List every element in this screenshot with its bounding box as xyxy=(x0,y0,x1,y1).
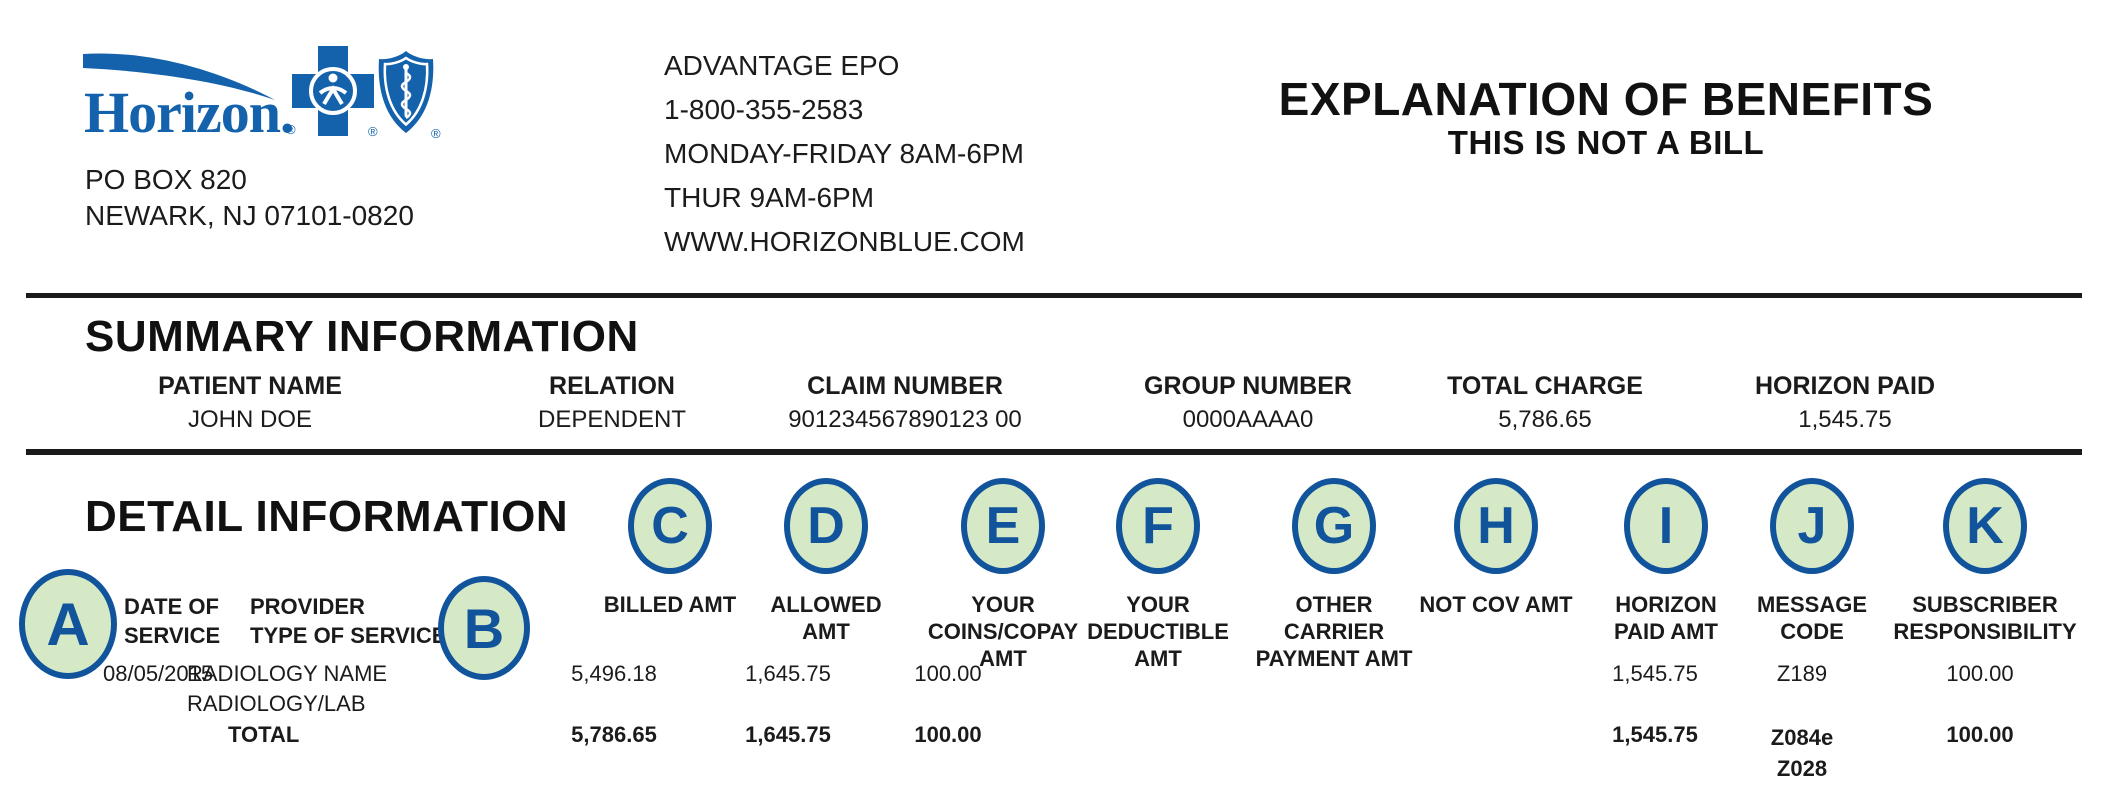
column-marker-c: C xyxy=(628,478,712,574)
cell-coins-copay-amt: 100.00 xyxy=(914,661,982,686)
column-marker-h: H xyxy=(1454,478,1538,574)
document-title: EXPLANATION OF BENEFITS xyxy=(1278,73,1934,125)
hours-thursday: THUR 9AM-6PM xyxy=(664,182,875,213)
column-marker-j: J xyxy=(1770,478,1854,574)
column-header: YOUR COINS/COPAY AMT xyxy=(927,592,1079,671)
summary-field-patient-name: PATIENT NAME JOHN DOE xyxy=(80,374,420,432)
marker-letter: C xyxy=(651,497,689,555)
marker-letter: A xyxy=(46,590,90,658)
marker-letter: B xyxy=(463,596,505,660)
summary-field-group-number: GROUP NUMBER 0000AAAA0 xyxy=(1088,374,1408,432)
cell-type-of-service: RADIOLOGY/LAB xyxy=(187,691,366,716)
divider xyxy=(26,449,2082,455)
column-header: BILLED AMT xyxy=(603,592,737,617)
column-marker-a: A xyxy=(19,569,117,679)
column-marker-f: F xyxy=(1116,478,1200,574)
divider xyxy=(26,293,2082,298)
column-message-code: J MESSAGE CODE xyxy=(1730,478,1894,645)
summary-heading: SUMMARY INFORMATION xyxy=(85,312,639,361)
column-header: HORIZON PAID AMT xyxy=(1614,592,1718,644)
city-state-zip-line: NEWARK, NJ 07101-0820 xyxy=(85,200,414,231)
column-marker-d: D xyxy=(784,478,868,574)
horizon-logo-text: Horizon. xyxy=(84,80,294,145)
total-label: TOTAL xyxy=(228,722,300,747)
total-allowed-amt: 1,645.75 xyxy=(745,722,831,747)
cell-subscriber-responsibility: 100.00 xyxy=(1946,661,2014,686)
field-label: PATIENT NAME xyxy=(158,372,342,400)
field-label: GROUP NUMBER xyxy=(1144,372,1352,400)
column-header: OTHER CARRIER PAYMENT AMT xyxy=(1255,592,1413,671)
column-header: YOUR DEDUCTIBLE AMT xyxy=(1087,592,1229,671)
document-subtitle: THIS IS NOT A BILL xyxy=(1447,124,1765,161)
cell-horizon-paid-amt: 1,545.75 xyxy=(1612,661,1698,686)
po-box-line: PO BOX 820 xyxy=(85,164,247,195)
column-marker-b: B xyxy=(438,576,530,680)
cell-provider: RADIOLOGY NAME xyxy=(187,661,388,686)
summary-field-horizon-paid: HORIZON PAID 1,545.75 xyxy=(1695,374,1995,432)
column-horizon-paid-amt: I HORIZON PAID AMT xyxy=(1584,478,1748,645)
blue-shield-icon xyxy=(378,51,434,133)
marker-letter: G xyxy=(1313,497,1355,555)
cell-date-of-service: 08/05/2015 xyxy=(103,661,214,686)
column-coins-copay-amt: E YOUR COINS/COPAY AMT xyxy=(921,478,1085,672)
cell-allowed-amt: 1,645.75 xyxy=(745,661,831,686)
field-label: CLAIM NUMBER xyxy=(807,372,1003,400)
column-subscriber-responsibility: K SUBSCRIBER RESPONSIBILITY xyxy=(1880,478,2090,645)
cell-message-code: Z189 xyxy=(1776,661,1828,686)
column-header: MESSAGE CODE xyxy=(1756,592,1868,644)
total-coins-copay-amt: 100.00 xyxy=(914,722,982,747)
column-other-carrier-payment-amt: G OTHER CARRIER PAYMENT AMT xyxy=(1252,478,1416,672)
field-label: HORIZON PAID xyxy=(1754,372,1936,400)
marker-letter: E xyxy=(985,497,1021,555)
horizon-swoosh-icon xyxy=(83,53,275,100)
marker-letter: J xyxy=(1797,497,1827,555)
marker-letter: I xyxy=(1658,497,1674,555)
column-not-cov-amt: H NOT COV AMT xyxy=(1414,478,1578,618)
field-value: 5,786.65 xyxy=(1498,406,1592,433)
field-label: RELATION xyxy=(549,372,675,400)
field-value: DEPENDENT xyxy=(537,406,687,433)
column-deductible-amt: F YOUR DEDUCTIBLE AMT xyxy=(1076,478,1240,672)
horizon-wordmark: Horizon xyxy=(84,80,281,145)
summary-field-total-charge: TOTAL CHARGE 5,786.65 xyxy=(1395,374,1695,432)
marker-letter: K xyxy=(1966,497,2004,555)
column-allowed-amt: D ALLOWED AMT xyxy=(744,478,908,645)
registered-mark: ® xyxy=(286,122,296,137)
plan-name: ADVANTAGE EPO xyxy=(664,50,900,81)
field-label: TOTAL CHARGE xyxy=(1447,372,1643,400)
cell-billed-amt: 5,496.18 xyxy=(571,661,657,686)
marker-letter: F xyxy=(1142,497,1174,555)
column-marker-e: E xyxy=(961,478,1045,574)
field-value: JOHN DOE xyxy=(187,406,312,433)
total-billed-amt: 5,786.65 xyxy=(571,722,657,747)
column-header: SUBSCRIBER RESPONSIBILITY xyxy=(1893,592,2077,644)
column-header-date-of-service: DATE OF SERVICE xyxy=(124,594,221,648)
column-marker-k: K xyxy=(1943,478,2027,574)
column-marker-g: G xyxy=(1292,478,1376,574)
marker-letter: H xyxy=(1477,497,1515,555)
registered-mark: ® xyxy=(431,126,441,141)
column-marker-i: I xyxy=(1624,478,1708,574)
column-header-provider-type-of-service: PROVIDER TYPE OF SERVICE xyxy=(250,594,447,648)
phone-number: 1-800-355-2583 xyxy=(664,94,864,125)
column-header: ALLOWED AMT xyxy=(770,592,882,644)
blue-cross-icon xyxy=(292,46,374,136)
registered-mark: ® xyxy=(368,124,378,139)
total-subscriber-responsibility: 100.00 xyxy=(1946,722,2014,747)
website: WWW.HORIZONBLUE.COM xyxy=(664,226,1025,257)
marker-letter: D xyxy=(807,497,845,555)
detail-heading: DETAIL INFORMATION xyxy=(85,492,569,541)
total-message-code: Z084e Z028 xyxy=(1770,725,1834,781)
hours-weekday: MONDAY-FRIDAY 8AM-6PM xyxy=(664,138,1024,169)
column-billed-amt: C BILLED AMT xyxy=(588,478,752,618)
summary-field-relation: RELATION DEPENDENT xyxy=(472,374,752,432)
summary-field-claim-number: CLAIM NUMBER 901234567890123 00 xyxy=(745,374,1065,432)
column-header: NOT COV AMT xyxy=(1419,592,1573,617)
field-value: 1,545.75 xyxy=(1798,406,1892,433)
field-value: 901234567890123 00 xyxy=(788,406,1022,433)
field-value: 0000AAAA0 xyxy=(1182,406,1314,433)
total-horizon-paid-amt: 1,545.75 xyxy=(1612,722,1698,747)
